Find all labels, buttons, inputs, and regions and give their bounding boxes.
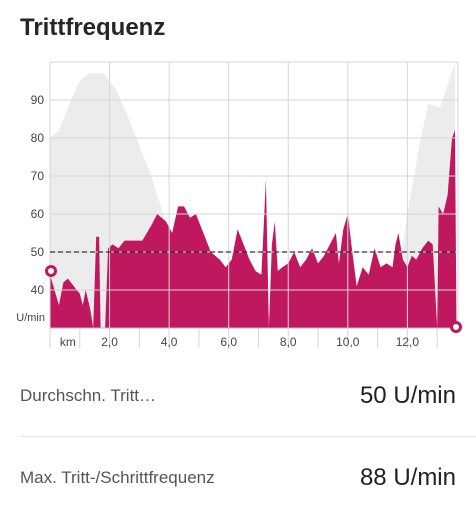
x-tick-label: 2,0 [101, 335, 118, 349]
end-marker [450, 321, 462, 333]
max-cadence-label: Max. Tritt-/Schrittfrequenz [20, 468, 215, 487]
average-cadence-value: 50 U/min [359, 382, 456, 409]
y-tick-label: 40 [31, 283, 45, 297]
x-tick-label: 6,0 [220, 335, 237, 349]
x-tick-label: 8,0 [280, 335, 297, 349]
divider [20, 436, 476, 437]
y-tick-label: 50 [31, 245, 45, 259]
x-tick-label: 4,0 [161, 335, 178, 349]
y-tick-label: 60 [31, 207, 45, 221]
y-unit-label: U/min [16, 312, 45, 324]
x-tick-label: 12,0 [396, 335, 420, 349]
average-cadence-label: Durchschn. Tritt… [20, 386, 157, 405]
cadence-chart: 40 50 60 70 80 90 U/min km 2,0 4,0 6,0 8,0 10,0 12,0 [16, 61, 462, 349]
stat-row-average-cadence: Durchschn. Tritt… 50 U/min [0, 368, 476, 428]
start-marker [45, 265, 57, 277]
cadence-area [50, 130, 457, 328]
y-tick-label: 90 [31, 93, 45, 107]
max-cadence-value: 88 U/min [359, 464, 456, 491]
y-tick-label: 70 [31, 169, 45, 183]
y-tick-label: 80 [31, 131, 45, 145]
x-tick-label: 10,0 [336, 335, 360, 349]
page-title: Trittfrequenz [20, 14, 166, 41]
x-unit-label: km [60, 335, 76, 349]
stat-row-max-cadence: Max. Tritt-/Schrittfrequenz 88 U/min [0, 448, 476, 508]
